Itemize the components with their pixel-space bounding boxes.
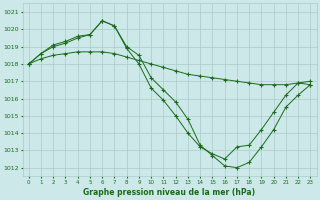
X-axis label: Graphe pression niveau de la mer (hPa): Graphe pression niveau de la mer (hPa)	[84, 188, 256, 197]
